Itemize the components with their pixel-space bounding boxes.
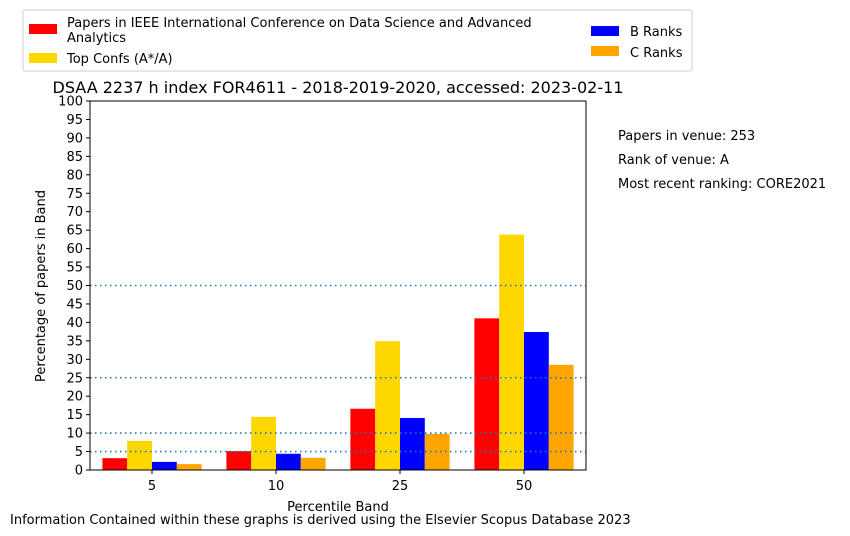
bar-series2-25 (400, 417, 425, 470)
bar-series1-50 (499, 234, 524, 470)
chart-title: DSAA 2237 h index FOR4611 - 2018-2019-20… (53, 78, 624, 97)
side-info-rank: Rank of venue: A (618, 153, 729, 168)
bar-series2-5 (152, 461, 177, 470)
y-tick-label-0: 0 (75, 464, 83, 479)
bar-series3-5 (176, 464, 202, 470)
legend-swatch-blue (591, 26, 619, 36)
bar-series1-5 (127, 440, 152, 470)
y-tick-label-45: 45 (66, 297, 83, 312)
y-tick-label-65: 65 (66, 224, 83, 239)
legend-label-series-0-line1: Papers in IEEE International Conference … (67, 16, 532, 31)
x-axis: 5 10 25 50 (148, 470, 532, 494)
bar-series2-50 (524, 331, 549, 470)
legend-label-series-0: Papers in IEEE International Conference … (67, 16, 536, 46)
y-tick-label-60: 60 (66, 242, 83, 257)
y-tick-label-90: 90 (66, 131, 83, 146)
x-tick-label-25: 25 (392, 479, 409, 494)
x-tick-label-50: 50 (516, 479, 533, 494)
x-tick-label-10: 10 (268, 479, 285, 494)
y-axis: 0 5 10 15 20 25 30 35 40 45 50 55 60 65 70 75 80 85 90 95 10… (58, 95, 90, 479)
y-tick-label-55: 55 (66, 261, 83, 276)
y-tick-label-75: 75 (66, 187, 83, 202)
y-tick-label-35: 35 (66, 334, 83, 349)
legend-swatch-gold (29, 53, 57, 63)
footer-note: Information Contained within these graph… (10, 513, 631, 528)
y-tick-label-80: 80 (66, 168, 83, 183)
y-tick-label-50: 50 (66, 279, 83, 294)
y-tick-label-100: 100 (58, 95, 83, 110)
y-tick-label-10: 10 (66, 427, 83, 442)
bars-group (102, 234, 574, 470)
x-tick-label-5: 5 (148, 479, 156, 494)
y-tick-label-70: 70 (66, 205, 83, 220)
bar-series0-50 (474, 318, 500, 470)
y-tick-label-30: 30 (66, 353, 83, 368)
y-axis-label: Percentage of papers in Band (34, 190, 49, 382)
legend-swatch-orange (591, 46, 619, 56)
bar-series1-10 (251, 416, 276, 470)
bar-series3-50 (548, 364, 574, 470)
legend-label-series-0-line2: Analytics (67, 31, 126, 46)
side-info-recent: Most recent ranking: CORE2021 (618, 177, 826, 192)
legend-label-series-1: Top Confs (A*/A) (66, 52, 173, 67)
bar-series0-5 (102, 458, 128, 470)
legend-frame (22, 9, 693, 72)
legend: Papers in IEEE International Conference … (22, 9, 693, 72)
bar-series1-25 (375, 341, 400, 470)
y-tick-label-95: 95 (66, 113, 83, 128)
side-info-papers: Papers in venue: 253 (618, 129, 755, 144)
bar-series0-10 (226, 451, 252, 470)
y-tick-label-5: 5 (75, 445, 83, 460)
legend-label-series-2: B Ranks (630, 25, 683, 40)
legend-label-series-3: C Ranks (630, 46, 683, 61)
bar-series3-10 (300, 457, 326, 470)
bar-series0-25 (350, 408, 376, 470)
y-tick-label-15: 15 (66, 408, 83, 423)
y-tick-label-20: 20 (66, 390, 83, 405)
y-tick-label-25: 25 (66, 371, 83, 386)
y-tick-label-40: 40 (66, 316, 83, 331)
x-axis-label: Percentile Band (287, 500, 389, 515)
legend-swatch-red (29, 24, 57, 34)
bar-series2-10 (276, 453, 301, 470)
y-tick-label-85: 85 (66, 150, 83, 165)
